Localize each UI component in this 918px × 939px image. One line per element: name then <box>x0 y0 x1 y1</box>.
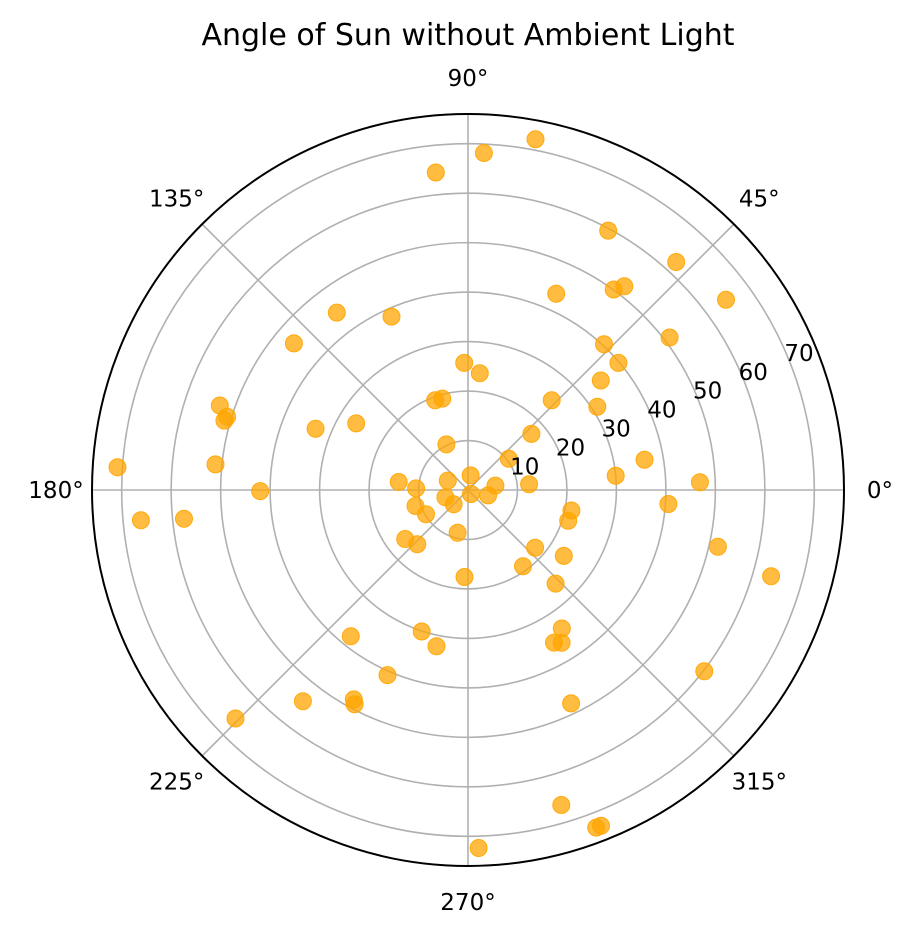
data-point <box>606 466 625 485</box>
data-point <box>762 567 781 586</box>
data-point <box>462 485 480 503</box>
theta-tick-label: 270° <box>440 890 495 916</box>
data-point <box>406 497 425 515</box>
data-point <box>592 816 610 835</box>
data-point <box>635 450 654 469</box>
data-point <box>284 334 303 353</box>
polar-frame <box>91 113 845 867</box>
data-point <box>438 471 457 490</box>
data-point <box>717 290 735 309</box>
data-point <box>562 694 581 713</box>
data-point <box>659 495 678 513</box>
r-tick-label: 70 <box>784 341 813 367</box>
data-point <box>499 449 518 468</box>
r-tick-label: 20 <box>556 436 585 462</box>
data-point <box>396 530 415 548</box>
data-point <box>554 546 573 565</box>
data-point <box>426 163 445 182</box>
data-point <box>690 473 709 492</box>
data-point <box>479 486 498 505</box>
theta-gridline-45 <box>467 223 735 491</box>
data-point <box>412 622 431 641</box>
data-point <box>660 328 679 347</box>
theta-tick-labels: 0° 45° 90° 135° 180° 225° 270° 315° <box>28 66 893 916</box>
data-point <box>595 335 613 354</box>
data-point <box>609 353 628 372</box>
data-point <box>215 411 234 430</box>
theta-tick-label: 180° <box>28 478 83 504</box>
data-point <box>306 419 325 438</box>
data-point <box>469 839 488 857</box>
r-tick-labels: 10 20 30 40 50 60 70 <box>510 341 813 481</box>
data-point <box>470 364 489 383</box>
data-point <box>293 692 312 711</box>
theta-tick-label: 90° <box>448 66 489 92</box>
data-point <box>546 574 565 593</box>
data-point <box>226 709 245 728</box>
data-point <box>206 455 225 474</box>
data-point <box>522 424 541 443</box>
data-point <box>341 627 360 646</box>
data-point <box>591 371 610 390</box>
data-point <box>461 466 480 485</box>
data-point <box>526 130 545 149</box>
data-point <box>526 538 545 557</box>
scatter-points <box>108 130 781 857</box>
data-point <box>444 495 463 514</box>
data-point <box>389 473 408 491</box>
theta-tick-label: 135° <box>149 187 204 213</box>
data-point <box>407 479 426 498</box>
r-tick-label: 50 <box>693 379 722 405</box>
data-point <box>347 414 366 433</box>
data-point <box>474 144 493 162</box>
data-point <box>251 482 270 501</box>
data-point <box>382 307 401 326</box>
data-point <box>520 475 539 494</box>
theta-gridline-135 <box>201 223 469 491</box>
r-tick-label: 10 <box>510 455 539 481</box>
r-tick-label: 40 <box>647 398 676 424</box>
r-tick-label: 30 <box>602 417 631 443</box>
data-point <box>599 221 618 240</box>
data-point <box>708 537 727 556</box>
polar-grid <box>92 114 844 866</box>
theta-tick-label: 0° <box>867 478 893 504</box>
data-point <box>547 284 566 303</box>
theta-gridline-315 <box>467 489 735 757</box>
data-point <box>695 662 714 681</box>
theta-tick-label: 45° <box>739 187 780 213</box>
data-point <box>667 253 686 271</box>
data-point <box>514 557 532 576</box>
data-point <box>455 353 474 372</box>
r-tick-label: 60 <box>739 360 768 386</box>
data-point <box>542 391 561 410</box>
theta-gridline-225 <box>201 489 469 757</box>
data-point <box>455 568 474 586</box>
chart-title: Angle of Sun without Ambient Light <box>201 18 734 53</box>
data-point <box>344 690 363 709</box>
data-point <box>426 391 445 410</box>
data-point <box>327 303 346 322</box>
data-point <box>175 509 193 528</box>
data-point <box>427 637 446 656</box>
data-point <box>108 458 127 477</box>
data-point <box>378 666 397 685</box>
data-point <box>437 435 456 454</box>
theta-tick-label: 225° <box>149 769 204 795</box>
data-point <box>588 397 607 416</box>
data-point <box>448 523 467 542</box>
data-point <box>131 511 150 530</box>
data-point <box>552 633 571 652</box>
data-point <box>562 501 581 520</box>
data-point <box>604 280 623 299</box>
theta-tick-label: 315° <box>732 769 787 795</box>
data-point <box>552 796 571 814</box>
